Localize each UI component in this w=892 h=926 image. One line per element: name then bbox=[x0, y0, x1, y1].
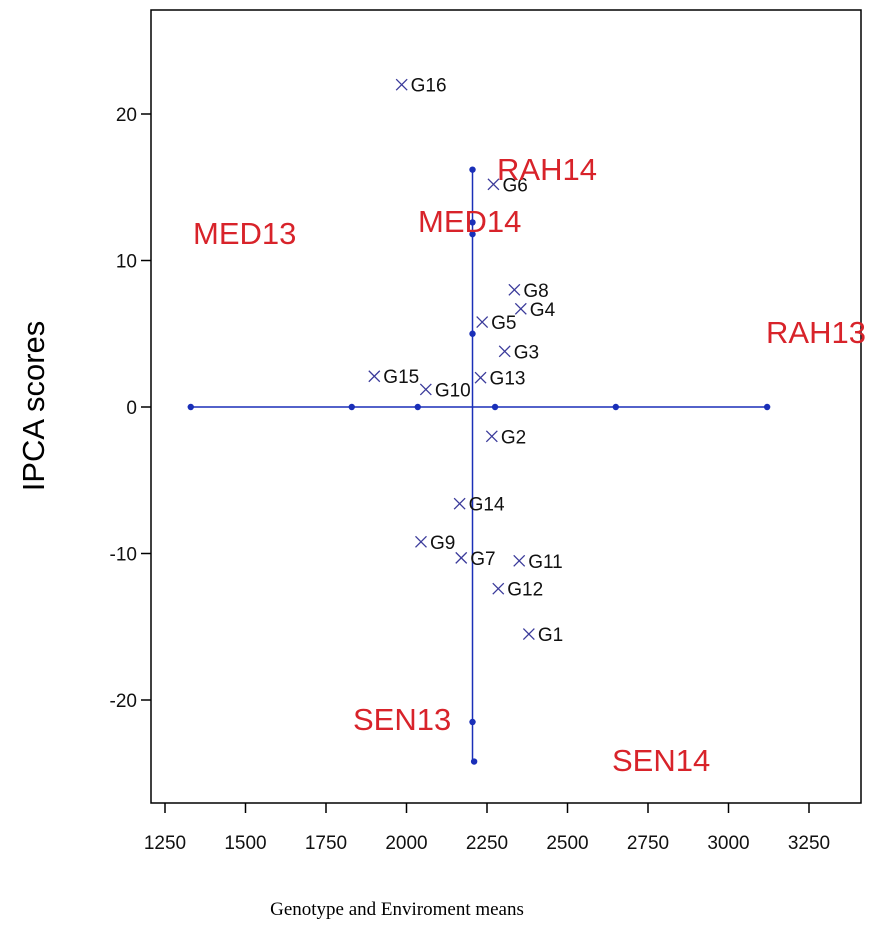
genotype-marker bbox=[455, 551, 468, 564]
environment-label: MED13 bbox=[193, 216, 296, 251]
environment-labels: RAH14 MED14 MED13 RAH13 SEN13 SEN14 bbox=[193, 152, 866, 778]
genotype-point: G16 bbox=[395, 76, 447, 97]
environment-point bbox=[469, 166, 476, 173]
environment-point bbox=[469, 219, 476, 226]
genotype-point: G3 bbox=[498, 342, 539, 363]
environment-point bbox=[414, 403, 421, 411]
genotype-label: G4 bbox=[530, 300, 556, 321]
x-tick-label: 1250 bbox=[144, 833, 186, 854]
genotype-label: G9 bbox=[430, 533, 455, 554]
genotype-marker bbox=[514, 302, 527, 315]
environment-point bbox=[763, 403, 771, 411]
genotype-marker bbox=[476, 316, 489, 328]
genotype-marker bbox=[508, 283, 521, 296]
x-tick-label: 2750 bbox=[627, 833, 669, 854]
genotype-label: G12 bbox=[507, 580, 543, 601]
environment-point bbox=[470, 758, 478, 765]
y-tick-label: 0 bbox=[126, 398, 137, 419]
genotype-label: G15 bbox=[383, 367, 419, 388]
genotype-point: G4 bbox=[514, 300, 556, 321]
x-tick-label: 3000 bbox=[707, 833, 749, 854]
genotype-point: G9 bbox=[415, 533, 455, 554]
x-tick-label: 1500 bbox=[224, 833, 266, 854]
genotype-marker bbox=[513, 554, 526, 567]
environment-point bbox=[469, 330, 476, 337]
genotype-point: G13 bbox=[474, 369, 526, 390]
genotype-marker bbox=[485, 430, 498, 443]
genotype-point: G12 bbox=[492, 580, 543, 601]
genotype-point: G15 bbox=[368, 367, 419, 388]
genotype-marker bbox=[453, 497, 466, 510]
y-tick-label: 10 bbox=[116, 252, 137, 273]
environment-label: RAH14 bbox=[497, 152, 597, 187]
environment-label: RAH13 bbox=[766, 315, 866, 350]
environment-point bbox=[491, 403, 499, 411]
genotype-marker bbox=[498, 345, 511, 358]
axes: 1250 1500 1750 2000 2250 2500 2750 3000 3250 -20 -… bbox=[110, 9, 862, 854]
genotype-marker bbox=[522, 628, 535, 641]
genotype-marker bbox=[415, 535, 427, 548]
genotype-label: G8 bbox=[523, 281, 548, 302]
environment-point bbox=[187, 403, 194, 411]
environment-label: SEN13 bbox=[353, 702, 451, 737]
x-axis-label: Genotype and Enviroment means bbox=[270, 899, 524, 920]
genotype-label: G6 bbox=[502, 175, 527, 196]
genotype-marker bbox=[419, 383, 432, 396]
genotype-point: G1 bbox=[522, 625, 563, 646]
genotype-label: G2 bbox=[501, 427, 526, 448]
environment-label: SEN14 bbox=[612, 743, 710, 778]
environment-label: MED14 bbox=[418, 204, 521, 239]
genotype-marker bbox=[474, 371, 487, 384]
y-tick-label: -10 bbox=[110, 545, 137, 566]
genotype-label: G14 bbox=[469, 495, 505, 516]
environment-point bbox=[469, 718, 476, 726]
genotype-marker bbox=[395, 78, 408, 91]
environment-point bbox=[348, 403, 355, 411]
genotype-label: G16 bbox=[411, 76, 447, 97]
genotype-label: G5 bbox=[491, 313, 516, 334]
genotype-point: G11 bbox=[513, 552, 563, 573]
y-tick-label: -20 bbox=[110, 691, 137, 712]
genotype-point: G14 bbox=[453, 495, 505, 516]
genotype-label: G11 bbox=[528, 552, 563, 573]
genotype-point: G5 bbox=[476, 313, 517, 334]
genotype-label: G3 bbox=[514, 342, 539, 363]
genotype-label: G7 bbox=[470, 549, 495, 570]
genotype-marker bbox=[368, 370, 381, 383]
environment-point bbox=[612, 403, 619, 411]
y-tick-label: 20 bbox=[116, 105, 137, 126]
genotype-label: G10 bbox=[435, 380, 471, 401]
genotype-point: G2 bbox=[485, 427, 526, 448]
genotype-label: G13 bbox=[490, 369, 526, 390]
environment-point bbox=[469, 230, 476, 238]
genotype-point: G6 bbox=[487, 175, 528, 196]
x-tick-label: 1750 bbox=[305, 833, 347, 854]
genotype-marker bbox=[492, 582, 505, 595]
x-tick-label: 3250 bbox=[788, 833, 830, 854]
genotype-marker bbox=[487, 178, 500, 191]
y-axis-label: IPCA scores bbox=[16, 321, 51, 492]
reference-lines bbox=[187, 166, 771, 765]
genotype-point: G8 bbox=[508, 281, 549, 302]
x-tick-label: 2250 bbox=[466, 833, 508, 854]
x-tick-label: 2000 bbox=[385, 833, 427, 854]
x-tick-label: 2500 bbox=[546, 833, 588, 854]
genotype-label: G1 bbox=[538, 625, 563, 646]
genotype-point: G7 bbox=[455, 549, 496, 570]
genotype-point: G10 bbox=[419, 380, 471, 401]
